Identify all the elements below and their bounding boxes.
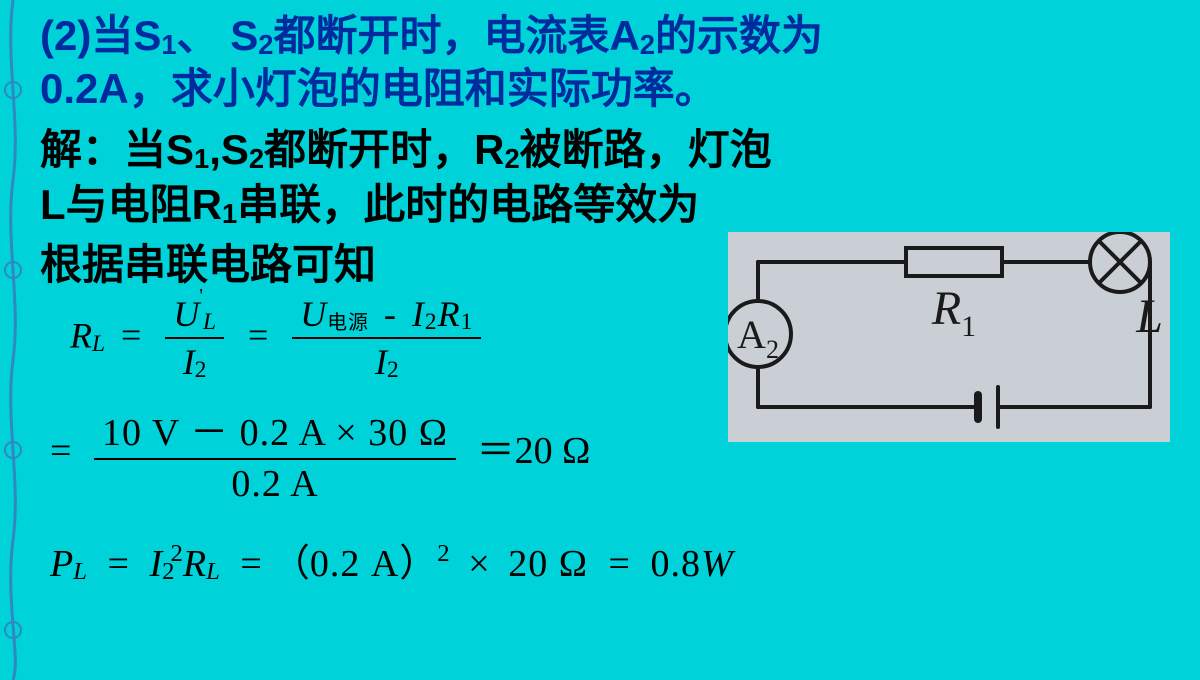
- q-suffix: 的示数为: [655, 12, 823, 59]
- circuit-diagram: A2 R1 L: [728, 232, 1170, 442]
- rl-f2-I2: 2: [425, 309, 438, 335]
- pl-RL: L: [206, 558, 220, 585]
- pl-open: （: [272, 543, 310, 585]
- circuit-a2: A: [737, 312, 766, 357]
- sol1-b: 都断开时，: [264, 126, 474, 173]
- pl-ohm: 20 Ω: [508, 543, 588, 585]
- circuit-r1-sub: 1: [961, 310, 976, 343]
- pl-close: ）: [399, 543, 437, 585]
- q-s1: S: [133, 12, 161, 59]
- pl-eq1: =: [108, 543, 129, 585]
- sol2-r1-sub: 1: [222, 198, 237, 229]
- sol1-comma: ,: [209, 126, 221, 173]
- pl-eq3: =: [609, 543, 630, 585]
- sol1-s1-sub: 1: [194, 143, 209, 174]
- calc-eq: =: [50, 430, 71, 472]
- pl-R: R: [183, 543, 206, 585]
- calc-num: 10 V － 0.2 A × 30 Ω: [94, 401, 456, 460]
- solution-line-1: 解：当S1,S2都断开时，R2被断路，灯泡: [40, 123, 1170, 178]
- sol2-b: 与电阻: [66, 181, 192, 228]
- rl-R: R: [70, 315, 92, 355]
- q-s1-sub: 1: [161, 29, 176, 60]
- pl-times: ×: [468, 543, 489, 585]
- sol1-s1: S: [166, 126, 194, 173]
- pl-I-sup: 2: [171, 540, 183, 567]
- q-a2: A: [609, 12, 639, 59]
- sol1-s2-sub: 2: [249, 143, 264, 174]
- pl-P: P: [50, 543, 73, 585]
- solution-line-2: L与电阻R1串联，此时的电路等效为: [40, 178, 1170, 233]
- rl-f2-I: I: [412, 294, 425, 334]
- pl-W: W: [701, 543, 733, 585]
- sol1-r2: R: [474, 126, 504, 173]
- sol1-r2-sub: 2: [504, 143, 519, 174]
- pl-result: 0.8: [651, 543, 702, 585]
- q-mid: 都断开时，电流表: [273, 12, 609, 59]
- rl-f2-R1: 1: [461, 309, 474, 335]
- rl-f2d-2: 2: [387, 357, 399, 383]
- pl-L: L: [73, 558, 87, 585]
- left-decor: [0, 0, 26, 680]
- q2-suffix: ，求小灯泡的电阻和实际功率。: [129, 65, 717, 112]
- q-a2-sub: 2: [640, 29, 655, 60]
- rl-eq1: =: [121, 315, 141, 355]
- rl-f1-prime: ': [199, 285, 203, 307]
- rl-f1-2: 2: [195, 357, 207, 383]
- pl-val: 0.2 A: [310, 543, 399, 585]
- equation-pl: PL = I22RL =（0.2 A）2 × 20 Ω = 0.8W: [50, 532, 1170, 587]
- rl-f1-Lsub: L: [203, 309, 216, 335]
- question-line-1: (2)当S1、 S2都断开时，电流表A2的示数为: [40, 10, 1170, 63]
- rl-f1-U: U: [173, 294, 199, 334]
- sol2-r1: R: [192, 181, 222, 228]
- slide: (2)当S1、 S2都断开时，电流表A2的示数为 0.2A，求小灯泡的电阻和实际…: [0, 0, 1200, 680]
- calc-den: 0.2 A: [94, 460, 456, 506]
- rl-f2d-I: I: [375, 342, 387, 382]
- circuit-r1: R: [931, 282, 961, 335]
- rl-f1-I: I: [183, 342, 195, 382]
- pl-sq: 2: [437, 540, 449, 567]
- rl-f2-src: 电源: [327, 312, 369, 334]
- sol1-a: 解：当: [40, 126, 166, 173]
- calc-res: ＝20 Ω: [477, 430, 591, 472]
- rl-eq2: =: [248, 315, 268, 355]
- calc-frac: 10 V － 0.2 A × 30 Ω 0.2 A: [94, 401, 456, 506]
- pl-I: I: [150, 543, 163, 585]
- sol2-a: L: [40, 181, 66, 228]
- sol1-c: 被断路，灯泡: [520, 126, 772, 173]
- rl-L: L: [92, 331, 105, 357]
- rl-f2-R: R: [438, 294, 461, 334]
- rl-frac1: U'L I2: [165, 293, 224, 383]
- sol2-c: 串联，此时的电路等效为: [237, 181, 699, 228]
- svg-text:R1: R1: [931, 282, 976, 343]
- rl-f2-minus: -: [384, 294, 397, 334]
- rl-f2-U: U: [300, 294, 327, 334]
- sol1-s2: S: [221, 126, 249, 173]
- question-line-2: 0.2A，求小灯泡的电阻和实际功率。: [40, 63, 1170, 116]
- q-s2: S: [230, 12, 258, 59]
- q-s2-sub: 2: [258, 29, 273, 60]
- sol3-text: 根据串联电路可知: [40, 241, 376, 288]
- pl-eq2: =: [240, 543, 261, 585]
- circuit-a2-sub: 2: [766, 335, 779, 364]
- q2-prefix: 0.2A: [40, 65, 129, 112]
- q-prefix: (2)当: [40, 12, 133, 59]
- q-sep1: 、: [177, 12, 219, 59]
- rl-frac2: U电源 - I2R1 I2: [292, 293, 481, 383]
- circuit-l: L: [1135, 290, 1163, 343]
